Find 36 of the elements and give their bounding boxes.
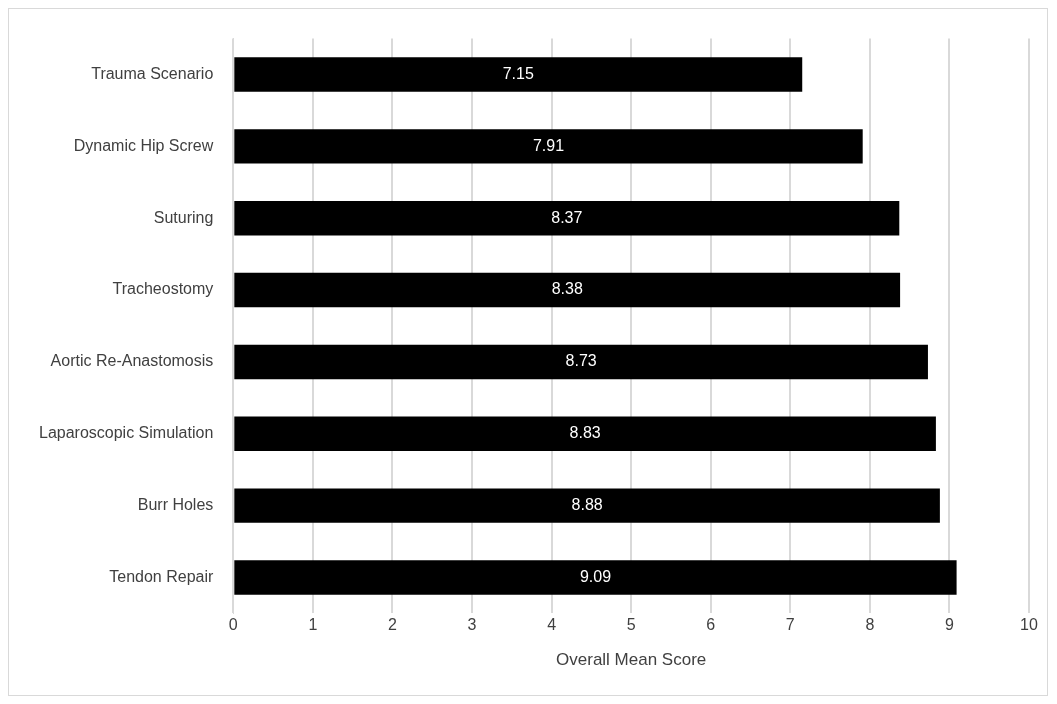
data-label: 7.91 bbox=[532, 136, 565, 154]
data-label: 8.38 bbox=[551, 280, 583, 298]
bar bbox=[234, 57, 803, 92]
y-tick-label: Tracheostomy bbox=[112, 280, 214, 298]
x-tick-label: 1 bbox=[308, 616, 318, 634]
bar bbox=[234, 488, 940, 523]
x-tick-label: 5 bbox=[626, 616, 636, 634]
data-label: 8.88 bbox=[571, 496, 603, 514]
x-tick-label: 3 bbox=[467, 616, 477, 634]
y-tick-label: Trauma Scenario bbox=[91, 64, 214, 82]
y-tick-label: Dynamic Hip Screw bbox=[73, 136, 214, 154]
bar bbox=[234, 272, 901, 308]
x-tick-label: 4 bbox=[547, 616, 557, 634]
bar bbox=[234, 560, 957, 595]
y-tick-label: Burr Holes bbox=[137, 496, 214, 514]
data-label: 8.73 bbox=[565, 352, 597, 370]
data-label: 9.09 bbox=[579, 567, 612, 585]
bar bbox=[234, 416, 936, 452]
y-tick-label: Suturing bbox=[153, 208, 214, 226]
x-tick-label: 2 bbox=[388, 616, 397, 634]
x-tick-label: 0 bbox=[228, 616, 238, 634]
bar bbox=[234, 344, 928, 380]
y-tick-label: Tendon Repair bbox=[109, 567, 214, 585]
x-tick-label: 10 bbox=[1020, 616, 1038, 634]
bar bbox=[234, 129, 863, 164]
y-tick-label: Aortic Re-Anastomosis bbox=[50, 352, 214, 370]
data-label: 7.15 bbox=[502, 64, 534, 82]
data-label: 8.83 bbox=[569, 424, 601, 442]
y-tick-label: Laparoscopic Simulation bbox=[38, 424, 214, 442]
x-tick-label: 9 bbox=[944, 616, 954, 634]
x-tick-label: 8 bbox=[865, 616, 875, 634]
x-axis-title: Overall Mean Score bbox=[556, 650, 707, 670]
data-label: 8.37 bbox=[551, 208, 583, 226]
bar bbox=[234, 200, 900, 236]
x-tick-label: 6 bbox=[706, 616, 716, 634]
x-tick-label: 7 bbox=[785, 616, 795, 634]
